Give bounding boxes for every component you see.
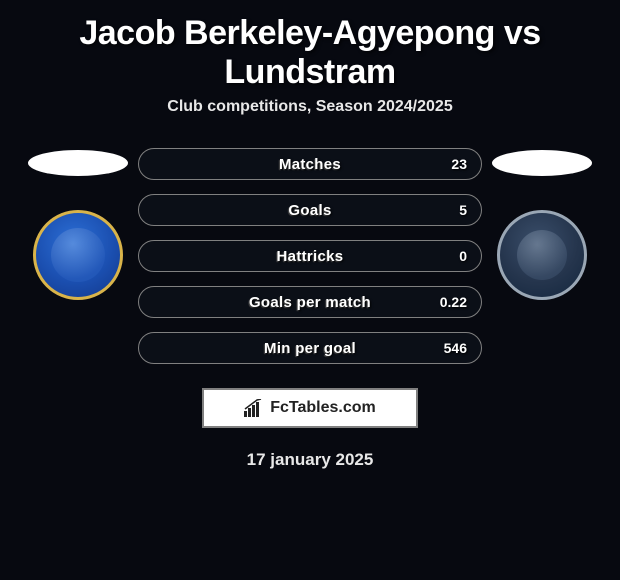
page-title: Jacob Berkeley-Agyepong vs Lundstram [0, 0, 620, 98]
main-row: Matches 23 Goals 5 Hattricks 0 Goals per… [0, 144, 620, 364]
brand-watermark: FcTables.com [202, 388, 418, 428]
stat-bar-goals: Goals 5 [138, 194, 482, 226]
stat-bar-min-per-goal: Min per goal 546 [138, 332, 482, 364]
date-line: 17 january 2025 [0, 450, 620, 470]
stat-value-right: 0.22 [440, 294, 467, 310]
stat-bar-hattricks: Hattricks 0 [138, 240, 482, 272]
stat-label: Goals [288, 202, 331, 219]
player-left-col [18, 144, 138, 300]
brand-text: FcTables.com [270, 399, 376, 417]
stat-label: Goals per match [249, 294, 371, 311]
club-badge-right [497, 210, 587, 300]
club-badge-left [33, 210, 123, 300]
player-right-col [482, 144, 602, 300]
stats-bars: Matches 23 Goals 5 Hattricks 0 Goals per… [138, 144, 482, 364]
stat-bar-goals-per-match: Goals per match 0.22 [138, 286, 482, 318]
stat-label: Min per goal [264, 340, 356, 357]
stat-value-right: 5 [459, 202, 467, 218]
stat-bar-matches: Matches 23 [138, 148, 482, 180]
stat-label: Hattricks [277, 248, 344, 265]
bar-chart-icon [244, 399, 264, 417]
stat-value-right: 23 [451, 156, 467, 172]
comparison-card: Jacob Berkeley-Agyepong vs Lundstram Clu… [0, 0, 620, 470]
stat-label: Matches [279, 156, 341, 173]
subtitle: Club competitions, Season 2024/2025 [0, 98, 620, 116]
stat-value-right: 0 [459, 248, 467, 264]
player-right-photo-placeholder [492, 150, 592, 176]
player-left-photo-placeholder [28, 150, 128, 176]
stat-value-right: 546 [444, 340, 467, 356]
